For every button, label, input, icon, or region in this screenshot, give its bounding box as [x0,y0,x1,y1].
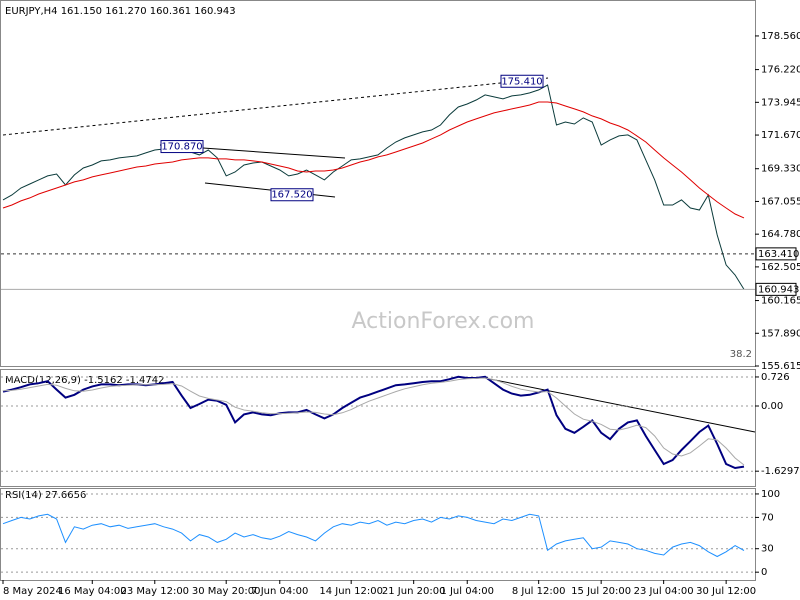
x-tick-label: 8 Jul 12:00 [512,586,566,597]
y-tick-label: 160.165 [761,296,800,307]
y-tick-label: 171.670 [761,130,800,141]
y-tick-label: 162.505 [761,262,800,273]
y-tick-label: 0.726 [761,372,790,383]
series-line [2,377,745,466]
y-tick-label: 0.00 [761,401,783,412]
annotation-box [270,188,314,202]
series-line [2,513,745,558]
y-tick-label: 167.055 [761,196,800,207]
y-tick-label: 30 [761,544,774,555]
annotation-label: 175.410 [501,76,542,87]
x-tick-label: 30 May 20:00 [192,586,261,597]
series-line [2,375,745,470]
y-tick-label: 173.945 [761,97,800,108]
y-tick-label: -1.6297 [761,466,800,477]
y-tick-label: 178.560 [761,31,800,42]
y-tick-label: 100 [761,489,780,500]
x-tick-label: 1 Jul 04:00 [440,586,494,597]
annotation-box [500,74,544,88]
y-tick-label: 169.330 [761,164,800,175]
panel-title: EURJPY,H4 161.150 161.270 160.361 160.94… [5,6,236,17]
y-tick-label: 157.890 [761,328,800,339]
y-tick-label: 70 [761,512,774,523]
y-tick-label: 164.780 [761,229,800,240]
y-tick-label: 155.615 [761,361,800,372]
price-box [755,247,797,261]
series-line [2,84,745,290]
x-tick-label: 7 Jun 04:00 [251,586,308,597]
x-tick-label: 8 May 2024 [3,586,62,597]
macd-panel [0,369,756,487]
x-tick-label: 23 Jul 04:00 [634,586,694,597]
annotation-box [160,140,204,154]
watermark: ActionForex.com [352,309,535,334]
panel-title: RSI(14) 27.6656 [5,490,86,501]
x-tick-label: 21 Jun 20:00 [382,586,446,597]
x-tick-label: 23 May 12:00 [120,586,189,597]
rsi-panel [0,488,756,581]
x-tick-label: 14 Jun 12:00 [319,586,383,597]
annotation-label: 170.870 [161,142,202,153]
x-tick-label: 30 Jul 12:00 [696,586,756,597]
annotation-label: 167.520 [271,190,312,201]
fib-label: 38.2 [730,349,752,360]
price-box [755,282,797,296]
trend-line [2,77,549,136]
y-tick-label: 176.220 [761,65,800,76]
price-panel [0,0,756,367]
x-tick-label: 15 Jul 20:00 [571,586,631,597]
series-line [2,101,745,219]
price-box-label: 160.943 [758,284,799,295]
price-box-label: 163.410 [758,249,799,260]
panel-title: MACD(12,26,9) -1.5162 -1.4742 [5,375,165,386]
y-tick-label: 0 [761,567,767,578]
macd-trend-line [479,376,756,433]
x-tick-label: 16 May 04:00 [58,586,127,597]
